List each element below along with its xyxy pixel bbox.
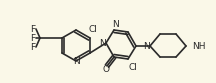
Text: N: N	[143, 42, 149, 50]
Text: F: F	[30, 24, 36, 34]
Text: F: F	[30, 42, 36, 51]
Text: N: N	[73, 58, 79, 66]
Text: N: N	[112, 20, 118, 28]
Text: N: N	[99, 39, 105, 47]
Text: O: O	[103, 65, 110, 75]
Text: Cl: Cl	[129, 62, 137, 71]
Text: Cl: Cl	[89, 24, 97, 34]
Text: F: F	[30, 34, 36, 42]
Text: NH: NH	[192, 42, 205, 50]
